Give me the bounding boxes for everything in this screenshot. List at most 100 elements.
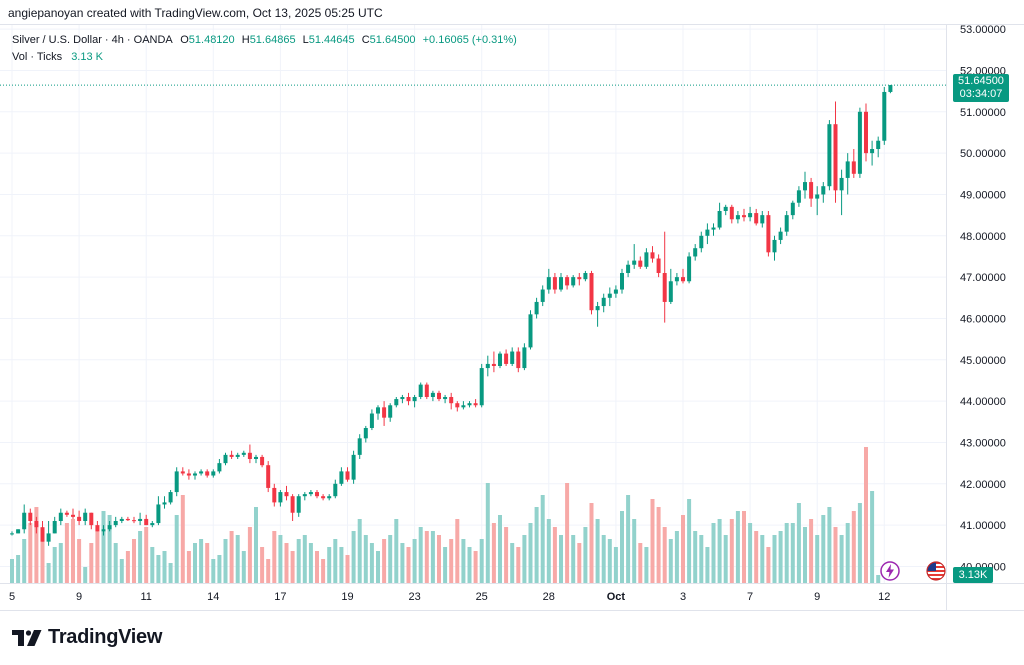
- volume-bar: [784, 523, 789, 583]
- volume-bar: [577, 543, 582, 583]
- candle-body: [693, 248, 698, 257]
- volume-bar: [461, 539, 466, 583]
- candle-body: [735, 215, 740, 220]
- volume-bar: [650, 499, 655, 583]
- candle-body: [388, 405, 393, 418]
- candle-body: [162, 502, 167, 505]
- volume-bar: [180, 495, 185, 583]
- candle-body: [180, 471, 185, 474]
- volume-bar: [156, 555, 161, 583]
- candle-body: [796, 190, 801, 203]
- candle-body: [430, 392, 435, 397]
- candle-body: [302, 494, 307, 497]
- candle-body: [321, 496, 326, 499]
- candle-body: [351, 454, 356, 480]
- volume-bar: [815, 535, 820, 583]
- candle-body: [552, 277, 557, 290]
- candle-body: [357, 438, 362, 455]
- volume-bar: [394, 519, 399, 583]
- last-price-label: 51.64500 03:34:07: [953, 74, 1009, 102]
- volume-bar: [388, 535, 393, 583]
- volume-bar: [345, 555, 350, 583]
- candle-body: [748, 213, 753, 218]
- candle-body: [516, 351, 521, 369]
- volume-bar: [424, 531, 429, 583]
- legend-l-value: 51.44645: [308, 34, 355, 46]
- volume-bar: [595, 519, 600, 583]
- lightning-icon[interactable]: [880, 561, 900, 581]
- candle-body: [705, 229, 710, 236]
- volume-bar: [58, 543, 63, 583]
- candle-body: [40, 527, 45, 542]
- candle-body: [83, 512, 88, 521]
- volume-bar: [83, 567, 88, 583]
- x-tick-label: 7: [747, 591, 753, 603]
- candle-body: [699, 235, 704, 249]
- y-tick-label: 51.00000: [960, 107, 1006, 119]
- volume-bar: [351, 531, 356, 583]
- candle-body: [199, 471, 204, 474]
- last-price-value: 51.64500: [958, 75, 1004, 87]
- volume-bar: [22, 539, 27, 583]
- volume-bar: [400, 543, 405, 583]
- candle-body: [113, 521, 118, 526]
- volume-bar: [498, 515, 502, 583]
- candle-body: [528, 314, 533, 348]
- candle-body: [534, 301, 539, 315]
- candle-body: [882, 91, 887, 141]
- volume-bar: [681, 515, 685, 583]
- volume-bar: [742, 511, 746, 583]
- candle-body: [650, 252, 655, 259]
- volume-bar: [418, 527, 423, 583]
- candle-body: [632, 260, 637, 265]
- x-tick-label: 28: [543, 591, 555, 603]
- volume-bar: [71, 519, 75, 583]
- volume-bar: [363, 535, 368, 583]
- candle-body: [784, 215, 789, 232]
- volume-bar: [241, 551, 246, 583]
- candle-body: [193, 473, 197, 476]
- volume-bar: [589, 503, 594, 583]
- candle-body: [46, 533, 51, 542]
- candle-body: [674, 277, 679, 282]
- volume-bar: [565, 483, 570, 583]
- candle-body: [235, 454, 240, 457]
- x-tick-label: 25: [476, 591, 488, 603]
- us-flag-icon[interactable]: [926, 561, 946, 581]
- candle-body: [851, 161, 856, 174]
- candle-body: [284, 492, 289, 497]
- legend-c-value: 51.64500: [369, 34, 416, 46]
- candle-body: [327, 496, 332, 499]
- volume-bar: [64, 523, 69, 583]
- volume-bar: [790, 523, 795, 583]
- candle-body: [339, 471, 344, 484]
- tradingview-logo[interactable]: TradingView: [12, 626, 162, 649]
- candle-body: [833, 124, 838, 191]
- candle-body: [376, 407, 380, 414]
- legend-volume-line: Vol · Ticks 3.13 K: [12, 49, 517, 66]
- volume-bar: [168, 563, 173, 583]
- volume-bar: [760, 535, 765, 583]
- candle-body: [406, 397, 411, 402]
- candle-body: [656, 258, 661, 273]
- volume-bar: [95, 531, 100, 583]
- candle-body: [132, 520, 136, 522]
- candle-body: [577, 277, 582, 280]
- candle-body: [620, 273, 624, 290]
- candle-body: [28, 512, 33, 521]
- candle-body: [290, 496, 295, 513]
- volume-bar: [369, 543, 374, 583]
- volume-bar: [827, 507, 832, 583]
- candle-body: [107, 525, 112, 530]
- volume-bar: [247, 527, 252, 583]
- volume-bar: [662, 527, 667, 583]
- y-tick-label: 46.00000: [960, 313, 1006, 325]
- candle-body: [247, 452, 252, 459]
- volume-bar: [723, 535, 728, 583]
- volume-bar: [296, 539, 301, 583]
- y-tick-label: 50.00000: [960, 148, 1006, 160]
- legend-symbol: Silver / U.S. Dollar · 4h · OANDA: [12, 34, 173, 46]
- candle-body: [424, 384, 429, 397]
- candle-body: [64, 512, 69, 515]
